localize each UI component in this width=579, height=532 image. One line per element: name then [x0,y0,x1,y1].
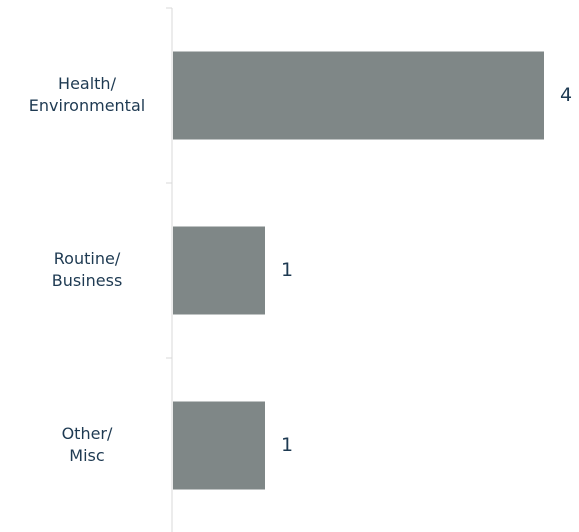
category-label-line: Routine/ [54,249,121,268]
category-label-line: Business [52,271,123,290]
bar [173,51,544,140]
bar [173,226,265,315]
bar-value-label: 4 [560,84,572,106]
category-label: Other/Misc [62,424,113,465]
value-labels-group: 4 1 1 [281,84,572,456]
category-label-line: Misc [69,446,104,465]
category-label-line: Health/ [58,74,117,93]
category-labels-group: Health/Environmental Routine/Business Othe… [29,74,145,465]
category-label: Health/Environmental [29,74,145,115]
bars-group [173,51,544,490]
axis-group [166,7,173,532]
category-label-line: Other/ [62,424,113,443]
category-label-line: Environmental [29,96,145,115]
category-label: Routine/Business [52,249,123,290]
bar-value-label: 1 [281,434,293,456]
bar [173,401,265,490]
bar-value-label: 1 [281,259,293,281]
